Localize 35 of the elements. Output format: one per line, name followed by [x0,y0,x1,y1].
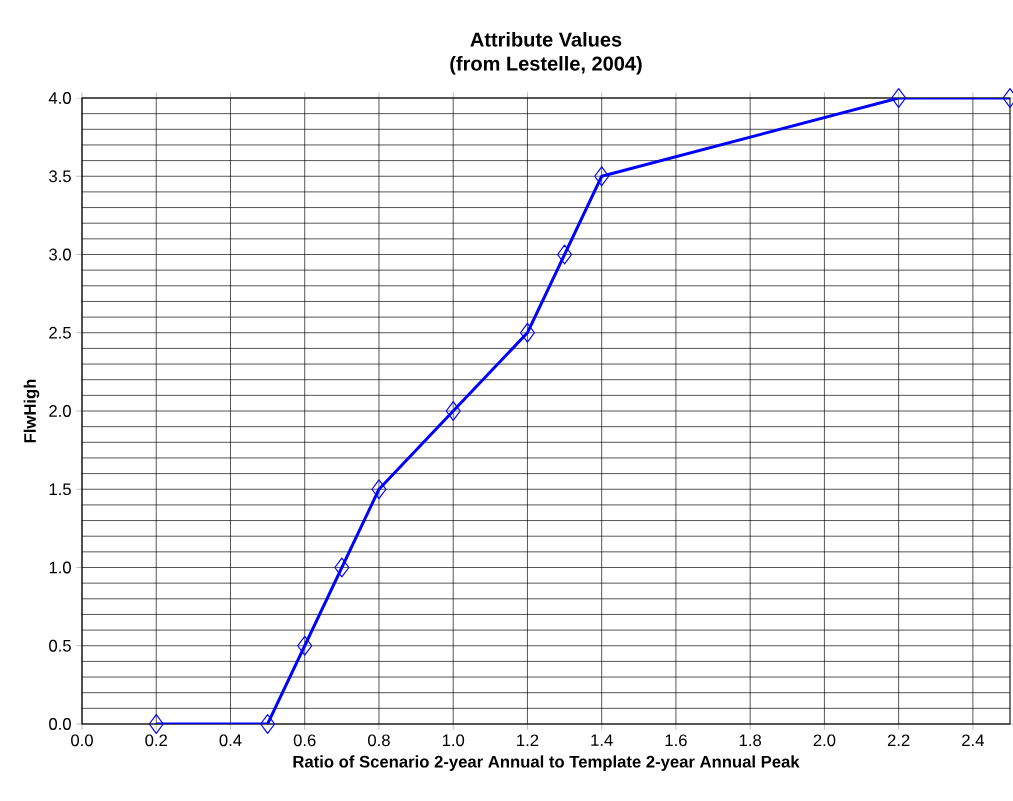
x-tick-label: 2.2 [887,734,910,747]
point [445,401,461,421]
point [556,244,573,265]
x-tick-label: 2.4 [962,734,984,747]
point [148,714,164,734]
point [371,479,387,500]
y-tick-label: 0.5 [49,639,71,652]
chart-title: Attribute Values (from Lestelle, 2004) [450,31,642,75]
y-tick-label: 2.5 [49,326,71,339]
x-tick-label: 1.4 [591,734,613,746]
point [594,166,610,187]
x-tick-label: 0.4 [219,734,242,747]
x-tick-label: 0.6 [293,734,316,747]
x-tick-label: 1.2 [517,734,539,747]
x-tick-label: 0.8 [368,734,390,747]
y-tick-label: 2.0 [49,405,71,417]
x-axis-title: Ratio of Scenario 2-year Annual to Template 2-year Annual Peak [293,755,800,771]
x-tick-label: 2.0 [813,734,836,747]
point [519,322,536,343]
point [891,88,907,108]
y-tick-label: 4.0 [48,92,71,104]
point [297,635,313,656]
x-tick-label: 0.0 [71,734,93,747]
y-tick-label: 1.5 [49,483,71,496]
y-tick-label: 0.0 [49,718,71,730]
x-tick-label: 0.2 [145,734,167,747]
y-tick-label: 3.5 [49,170,71,183]
point [334,557,350,578]
y-axis-title: FlwHigh [23,379,40,443]
x-tick-label: 1.8 [739,734,762,747]
y-tick-label: 1.0 [49,561,71,574]
y-tick-label: 3.0 [49,248,71,261]
x-tick-label: 1.6 [665,734,687,747]
point [260,714,276,734]
x-tick-label: 1.0 [442,734,465,747]
